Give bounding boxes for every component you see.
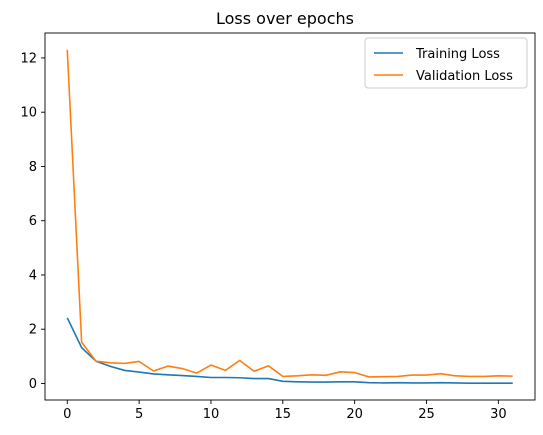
plot-lines [66,49,513,384]
x-tick-label-4: 20 [346,407,363,422]
y-tick-label-0: 0 [29,377,37,392]
y-tick-label-1: 2 [29,323,37,338]
x-tick-label-2: 10 [203,407,220,422]
x-tick-label-0: 0 [63,407,71,422]
chart-title: Loss over epochs [216,9,354,28]
legend-box [364,37,528,89]
x-tick-label-3: 15 [275,407,292,422]
y-tick-label-2: 4 [29,268,37,283]
x-tick-label-1: 5 [135,407,143,422]
y-tick-label-5: 10 [20,106,37,121]
legend-label-1: Validation Loss [416,69,513,84]
legend-label-0: Training Loss [415,47,500,62]
x-tick-label-5: 25 [418,407,435,422]
plot-frame [44,32,536,401]
series-line-1 [66,49,513,378]
y-tick-label-4: 8 [29,160,37,175]
legend: Training Loss Validation Loss [364,37,528,89]
series-line-0 [66,317,513,384]
y-tick-label-3: 6 [29,214,37,229]
y-tick-label-6: 12 [20,51,37,66]
x-tick-label-6: 30 [490,407,507,422]
axes [44,32,536,401]
axis-ticks: 0 5 10 15 20 25 30 0 2 4 6 8 10 12 [20,51,506,422]
